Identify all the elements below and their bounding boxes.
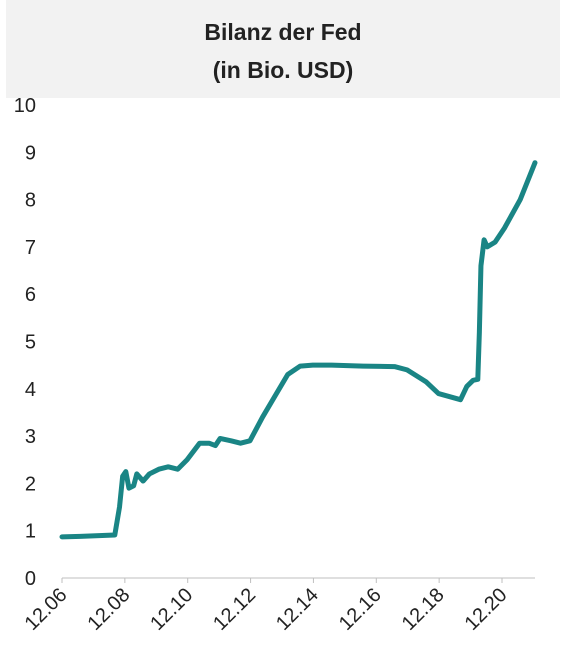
x-tick-label: 12.18 — [398, 584, 449, 635]
y-tick-label: 0 — [25, 568, 36, 590]
y-tick-label: 2 — [25, 473, 36, 495]
y-tick-label: 9 — [25, 142, 36, 164]
y-tick-label: 4 — [25, 379, 36, 401]
y-tick-label: 10 — [14, 95, 36, 117]
x-tick-label: 12.12 — [209, 584, 260, 635]
x-tick-label: 12.08 — [83, 584, 134, 635]
x-tick-label: 12.20 — [461, 584, 512, 635]
y-tick-label: 7 — [25, 237, 36, 259]
x-tick-label: 12.14 — [272, 584, 323, 635]
line — [59, 160, 538, 540]
chart-title: Bilanz der Fed — [204, 19, 361, 45]
y-tick-label: 3 — [25, 426, 36, 448]
x-tick-label: 12.10 — [146, 584, 197, 635]
x-tick-label: 12.06 — [21, 584, 72, 635]
chart-title: (in Bio. USD) — [213, 57, 354, 83]
x-tick-label: 12.16 — [335, 584, 386, 635]
y-tick-label: 1 — [25, 521, 36, 543]
y-tick-label: 8 — [25, 190, 36, 212]
title-box — [6, 0, 560, 98]
y-tick-label: 6 — [25, 284, 36, 306]
y-tick-label: 5 — [25, 332, 36, 354]
